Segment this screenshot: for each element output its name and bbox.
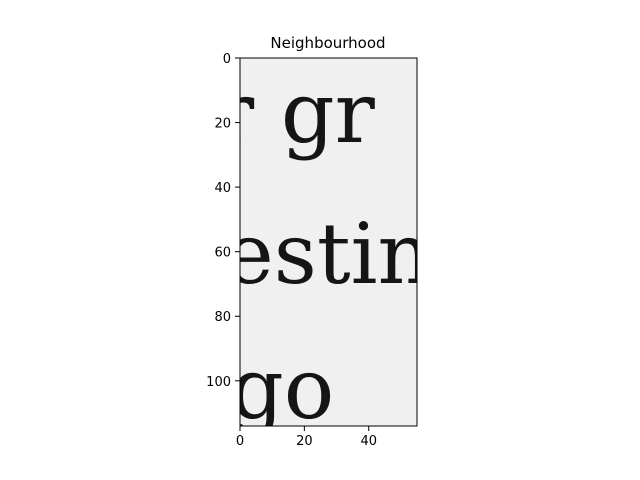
x-axis: 0 20 40 [236,426,377,449]
chart-title: Neighbourhood [270,34,385,52]
y-tick-label: 40 [214,181,231,196]
x-tick-label: 40 [360,434,377,449]
image-text-line-3: go [230,340,334,438]
axes-frame [239,57,418,427]
x-tick-label: 0 [236,434,244,449]
image-text-line-1: r gr [214,64,376,162]
image-plot-area: r gr estin go [214,57,432,438]
y-axis: 0 20 40 60 80 100 [206,52,240,390]
y-tick-label: 20 [214,117,231,132]
image-text-line-2: estin [224,205,432,303]
x-tick-label: 20 [296,434,313,449]
y-tick-label: 0 [223,52,231,67]
image-background [240,58,417,426]
y-tick-label: 100 [206,375,231,390]
image-text-content: r gr estin go [214,64,432,438]
y-tick-label: 80 [214,310,231,325]
y-tick-label: 60 [214,246,231,261]
